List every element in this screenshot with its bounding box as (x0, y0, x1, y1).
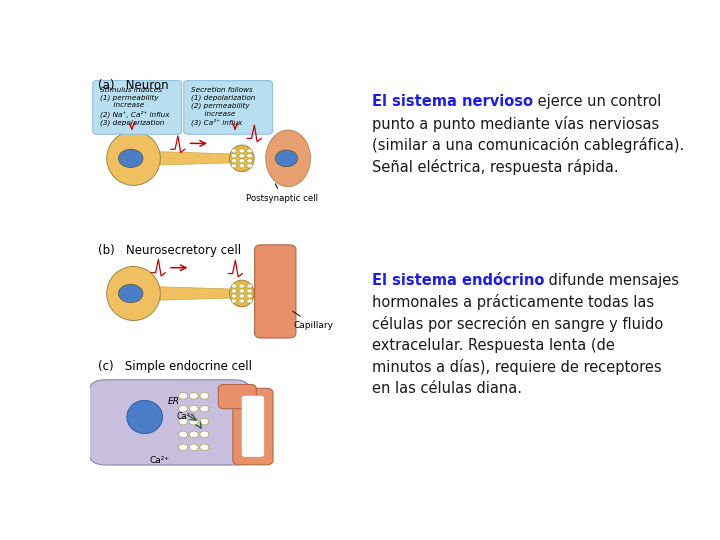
Circle shape (189, 444, 198, 451)
Text: Postsynaptic cell: Postsynaptic cell (246, 184, 318, 202)
Circle shape (239, 159, 245, 163)
Text: hormonales a prácticamente todas las: hormonales a prácticamente todas las (372, 294, 654, 310)
Circle shape (179, 393, 188, 399)
FancyBboxPatch shape (93, 80, 181, 134)
Circle shape (239, 149, 245, 153)
Circle shape (179, 444, 188, 451)
Circle shape (231, 154, 237, 158)
Circle shape (231, 294, 237, 298)
Circle shape (231, 284, 237, 288)
Circle shape (231, 289, 237, 293)
Circle shape (247, 159, 253, 163)
Text: (c)   Simple endocrine cell: (c) Simple endocrine cell (99, 360, 253, 373)
Text: Señal eléctrica, respuesta rápida.: Señal eléctrica, respuesta rápida. (372, 159, 618, 175)
FancyBboxPatch shape (255, 245, 296, 338)
Circle shape (239, 284, 245, 288)
Circle shape (247, 154, 253, 158)
Circle shape (200, 418, 209, 425)
Text: extracelular. Respuesta lenta (de: extracelular. Respuesta lenta (de (372, 338, 615, 353)
FancyBboxPatch shape (89, 380, 251, 465)
Ellipse shape (230, 280, 254, 307)
Circle shape (247, 164, 253, 168)
Circle shape (231, 164, 237, 168)
Circle shape (200, 444, 209, 451)
Text: células por secreción en sangre y fluido: células por secreción en sangre y fluido (372, 316, 663, 332)
Circle shape (239, 289, 245, 293)
Circle shape (179, 431, 188, 438)
Circle shape (231, 299, 237, 303)
Circle shape (231, 159, 237, 163)
FancyBboxPatch shape (184, 80, 272, 134)
Circle shape (247, 284, 253, 288)
Ellipse shape (107, 131, 161, 185)
Circle shape (119, 149, 143, 167)
FancyBboxPatch shape (242, 396, 264, 457)
Text: (similar a una comunicación cablegráfica).: (similar a una comunicación cablegráfica… (372, 137, 684, 153)
Text: ejerce un control: ejerce un control (533, 94, 661, 109)
Circle shape (179, 418, 188, 425)
Polygon shape (161, 152, 230, 165)
Text: Secretion follows
(1) depolarization
(2) permeability
      increase
(3) Ca²⁺ in: Secretion follows (1) depolarization (2)… (191, 87, 256, 126)
Circle shape (200, 406, 209, 412)
Circle shape (231, 149, 237, 153)
Circle shape (239, 294, 245, 298)
Ellipse shape (127, 400, 163, 434)
Circle shape (247, 289, 253, 293)
Ellipse shape (266, 130, 310, 187)
Polygon shape (161, 287, 230, 300)
Text: en las células diana.: en las células diana. (372, 381, 522, 396)
Circle shape (200, 431, 209, 438)
Circle shape (239, 299, 245, 303)
Text: Capillary: Capillary (292, 311, 333, 329)
Text: El sistema nervioso: El sistema nervioso (372, 94, 533, 109)
Text: Stimulus induces
(1) permeability
      increase
(2) Na⁺, Ca²⁺ influx
(3) depola: Stimulus induces (1) permeability increa… (100, 87, 169, 126)
Circle shape (275, 150, 297, 167)
Text: (b)   Neurosecretory cell: (b) Neurosecretory cell (99, 244, 241, 256)
Text: minutos a días), requiere de receptores: minutos a días), requiere de receptores (372, 359, 662, 375)
Bar (240, 396, 266, 404)
Circle shape (189, 406, 198, 412)
Circle shape (189, 393, 198, 399)
Text: difunde mensajes: difunde mensajes (544, 273, 679, 288)
Circle shape (247, 149, 253, 153)
Circle shape (179, 406, 188, 412)
Circle shape (189, 418, 198, 425)
Ellipse shape (230, 145, 254, 172)
Circle shape (200, 393, 209, 399)
Circle shape (189, 431, 198, 438)
Circle shape (247, 294, 253, 298)
Circle shape (239, 154, 245, 158)
Text: punto a punto mediante vías nerviosas: punto a punto mediante vías nerviosas (372, 116, 659, 132)
Text: ER: ER (168, 397, 180, 407)
Text: (a)   Neuron: (a) Neuron (99, 79, 169, 92)
Circle shape (239, 164, 245, 168)
Text: Ca²⁺: Ca²⁺ (150, 456, 170, 465)
Circle shape (247, 299, 253, 303)
FancyBboxPatch shape (218, 384, 256, 409)
Text: El sistema endócrino: El sistema endócrino (372, 273, 544, 288)
Circle shape (119, 285, 143, 302)
FancyBboxPatch shape (233, 388, 273, 465)
Text: Ca²⁺: Ca²⁺ (176, 412, 194, 421)
Ellipse shape (107, 266, 161, 321)
